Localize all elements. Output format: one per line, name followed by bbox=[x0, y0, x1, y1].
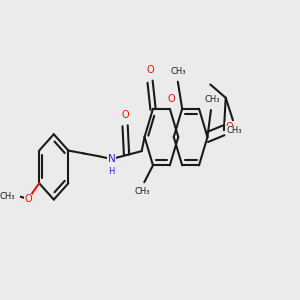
Text: CH₃: CH₃ bbox=[170, 67, 186, 76]
Text: CH₃: CH₃ bbox=[204, 95, 220, 104]
Text: O: O bbox=[167, 94, 175, 103]
Text: N: N bbox=[108, 154, 115, 164]
Text: H: H bbox=[108, 167, 115, 176]
Text: O: O bbox=[146, 65, 154, 75]
Text: O: O bbox=[121, 110, 129, 119]
Text: O: O bbox=[225, 122, 233, 132]
Text: O: O bbox=[24, 194, 32, 204]
Text: CH₃: CH₃ bbox=[135, 187, 150, 196]
Text: CH₃: CH₃ bbox=[0, 192, 15, 201]
Text: CH₃: CH₃ bbox=[226, 126, 242, 135]
